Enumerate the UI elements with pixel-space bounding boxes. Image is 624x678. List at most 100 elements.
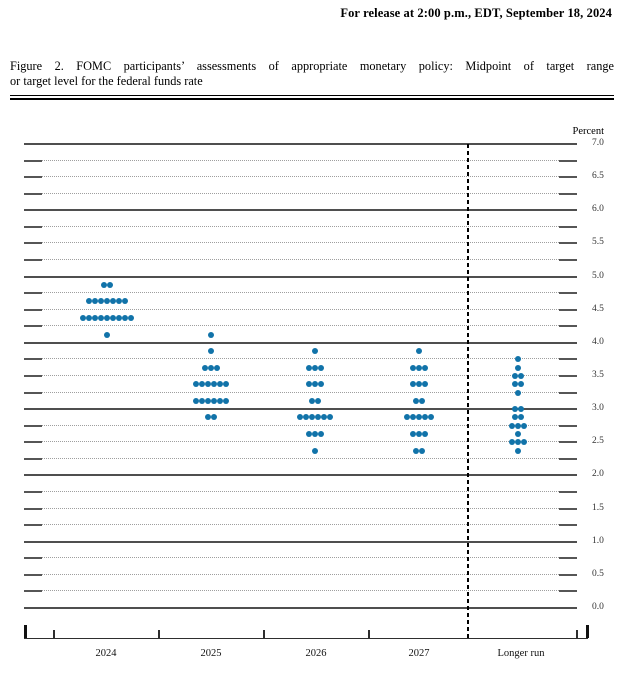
gridline-major (24, 607, 577, 609)
y-tick-left (24, 391, 42, 394)
gridline-minor (42, 424, 559, 426)
gridline-minor (42, 491, 559, 492)
projection-dot (205, 397, 211, 404)
y-axis-label: 3.0 (592, 403, 604, 414)
projection-dot (116, 315, 122, 321)
projection-dot (312, 431, 318, 437)
y-tick-right (559, 573, 577, 576)
y-tick-right (559, 507, 577, 510)
projection-dot (312, 348, 318, 355)
y-axis-label: 3.5 (592, 370, 604, 380)
projection-dot (309, 397, 315, 404)
projection-dot (98, 298, 104, 305)
projection-dot (306, 381, 312, 388)
x-axis-tick (263, 630, 265, 638)
gridline-minor (42, 308, 559, 310)
gridline-minor (42, 573, 559, 575)
projection-dot (521, 439, 527, 446)
y-axis-label: 1.0 (592, 535, 604, 546)
longer-run-separator (467, 144, 469, 638)
projection-dot (205, 414, 211, 421)
x-axis-end-tick (24, 625, 27, 638)
y-tick-left (24, 259, 42, 261)
projection-dot (428, 414, 434, 421)
y-tick-left (24, 424, 42, 427)
y-axis-label: 0.5 (592, 568, 604, 579)
y-tick-left (24, 524, 42, 527)
y-tick-right (559, 292, 577, 295)
projection-dot (116, 298, 122, 305)
gridline-minor (42, 507, 559, 509)
projection-dot (512, 406, 518, 413)
figure-caption-line1: Figure 2. FOMC participants’ assessments… (10, 59, 614, 73)
y-tick-right (559, 159, 577, 162)
y-axis-label: 5.0 (592, 270, 604, 281)
y-tick-left (24, 557, 42, 560)
projection-dot (515, 447, 521, 454)
projection-dot (110, 298, 116, 305)
gridline-minor (42, 524, 559, 526)
y-axis-label: 4.5 (592, 303, 604, 314)
y-axis-label: 6.0 (592, 204, 604, 215)
projection-dot (208, 364, 214, 371)
y-tick-right (559, 375, 577, 377)
gridline-minor (42, 358, 559, 360)
x-category-label: 2027 (408, 648, 430, 659)
y-axis-label: 7.0 (592, 138, 604, 148)
projection-dot (515, 439, 521, 446)
projection-dot (312, 364, 318, 371)
projection-dot (419, 447, 425, 454)
x-axis-tick (158, 630, 160, 638)
projection-dot (515, 389, 521, 396)
projection-dot (312, 381, 318, 388)
projection-dot (214, 364, 220, 371)
projection-dot (521, 422, 527, 429)
y-tick-left (24, 242, 42, 245)
projection-dot (512, 414, 518, 421)
projection-dot (86, 298, 92, 305)
gridline-major (24, 474, 577, 477)
projection-dot (416, 348, 422, 355)
projection-dot (80, 315, 86, 321)
y-tick-right (559, 176, 577, 179)
projection-dot (205, 381, 211, 388)
gridline-major (24, 341, 577, 344)
gridline-minor (42, 590, 559, 592)
projection-dot (98, 315, 104, 321)
projection-dot (104, 315, 110, 321)
projection-dot (312, 447, 318, 454)
y-axis-label: 0.0 (592, 602, 604, 612)
projection-dot (211, 397, 217, 404)
projection-dot (306, 431, 312, 437)
projection-dot (92, 298, 98, 305)
projection-dot (208, 348, 214, 355)
projection-dot (193, 381, 199, 388)
y-axis-label: 4.0 (592, 336, 604, 347)
caption-rule (10, 95, 614, 100)
gridline-major (24, 143, 577, 145)
y-tick-left (24, 590, 42, 593)
projection-dot (410, 364, 416, 371)
projection-dot (515, 364, 521, 371)
gridline-minor (42, 176, 559, 178)
projection-dot (223, 397, 229, 404)
y-tick-left (24, 507, 42, 510)
gridline-minor (42, 325, 559, 327)
projection-dot (509, 422, 515, 429)
projection-dot (518, 373, 524, 379)
projection-dot (315, 397, 321, 404)
y-tick-left (24, 176, 42, 179)
gridline-major (24, 275, 577, 278)
projection-dot (208, 331, 214, 338)
projection-dot (416, 431, 422, 437)
figure-caption-line2: or target level for the federal funds ra… (10, 74, 203, 89)
projection-dot (515, 422, 521, 429)
y-tick-right (559, 259, 577, 261)
projection-dot (422, 431, 428, 437)
projection-dot (318, 431, 324, 437)
projection-dot (217, 397, 223, 404)
projection-dot (217, 381, 223, 388)
projection-dot (223, 381, 229, 388)
y-axis-label: 2.5 (592, 436, 604, 447)
